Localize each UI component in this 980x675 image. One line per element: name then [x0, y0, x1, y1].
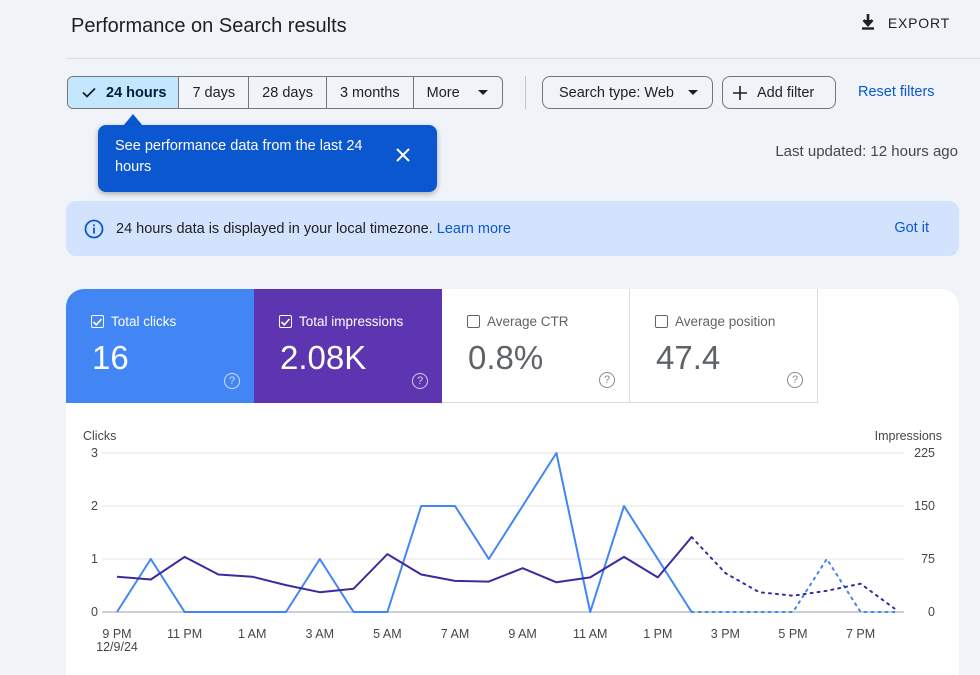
date-range-more[interactable]: More [412, 77, 502, 108]
metric-value: 16 [92, 339, 129, 376]
performance-chart: Clicks Impressions 0 0 1 75 2 150 3 225 9 PM 11 … [83, 429, 942, 654]
metric-value: 47.4 [656, 339, 721, 376]
date-range-7-days[interactable]: 7 days [178, 77, 248, 108]
chart-gridlines [102, 452, 904, 613]
caret-down-icon [477, 89, 488, 95]
metric-label: Total clicks [111, 314, 177, 329]
help-icon[interactable]: ? [224, 373, 240, 389]
left-axis-title: Clicks [83, 429, 116, 443]
x-tick-label: 9 AM [508, 627, 536, 641]
series-line-partial-clicks [690, 557, 896, 613]
export-button[interactable]: EXPORT [860, 14, 950, 32]
timezone-banner: 24 hours data is displayed in your local… [66, 201, 959, 256]
x-tick-label: 1 PM [643, 627, 672, 641]
more-label: More [426, 84, 460, 101]
chart-x-ticks: 9 PM 11 PM 1 AM 3 AM 5 AM 7 AM 9 AM 11 AM 1 PM 3 … [96, 627, 875, 654]
x-tick-label: 3 PM [711, 627, 740, 641]
metric-total-impressions[interactable]: Total impressions 2.08K ? [254, 289, 442, 403]
help-icon[interactable]: ? [412, 373, 428, 389]
filter-divider [525, 76, 526, 109]
info-icon [84, 219, 104, 239]
tooltip: See performance data from the last 24 ho… [98, 125, 437, 192]
help-icon[interactable]: ? [599, 372, 615, 388]
left-y-tick-label: 2 [91, 499, 98, 513]
x-tick-label: 1 AM [238, 627, 267, 641]
last-updated: Last updated: 12 hours ago [775, 143, 958, 160]
date-range-24-hours[interactable]: 24 hours [68, 77, 179, 108]
tooltip-text: See performance data from the last 24 ho… [115, 138, 363, 175]
chart-series [116, 452, 896, 613]
metric-value: 2.08K [280, 339, 367, 376]
right-y-tick-label: 0 [928, 605, 935, 619]
date-range-3-months[interactable]: 3 months [325, 77, 413, 108]
left-y-tick-label: 3 [91, 446, 98, 460]
x-tick-label: 3 AM [306, 627, 335, 641]
left-y-tick-label: 1 [91, 552, 98, 566]
metric-average-ctr[interactable]: Average CTR 0.8% ? [442, 289, 630, 403]
x-tick-label: 5 PM [778, 627, 807, 641]
right-y-tick-label: 225 [914, 446, 935, 460]
x-tick-label: 9 PM [102, 627, 131, 641]
metric-label: Average position [675, 314, 776, 329]
page-title: Performance on Search results [71, 15, 347, 37]
series-line-impressions [116, 536, 693, 594]
x-tick-label: 7 AM [441, 627, 470, 641]
metric-value: 0.8% [468, 339, 544, 376]
got-it-button[interactable]: Got it [894, 220, 929, 236]
right-axis-title: Impressions [875, 429, 942, 443]
add-filter-button[interactable]: Add filter [722, 76, 836, 109]
banner-text: 24 hours data is displayed in your local… [116, 220, 433, 237]
checkbox-unchecked-icon [655, 315, 668, 328]
series-line-partial-impressions [690, 536, 896, 610]
metric-total-clicks[interactable]: Total clicks 16 ? [66, 289, 254, 403]
series-line-clicks [116, 452, 693, 613]
export-label: EXPORT [887, 15, 950, 31]
checkbox-unchecked-icon [467, 315, 480, 328]
x-tick-label: 11 AM [573, 627, 608, 641]
help-icon[interactable]: ? [787, 372, 803, 388]
metric-label: Average CTR [487, 314, 569, 329]
right-y-tick-label: 150 [914, 499, 935, 513]
date-range-selector: 24 hours 7 days 28 days 3 months More [67, 76, 503, 109]
left-y-tick-label: 0 [91, 605, 98, 619]
x-tick-label: 11 PM [167, 627, 202, 641]
performance-card: Total clicks 16 ? Total impressions 2.08… [66, 289, 959, 675]
plus-icon [733, 85, 747, 100]
checkbox-checked-icon [91, 315, 104, 328]
date-range-label: 24 hours [106, 84, 167, 101]
close-icon[interactable] [396, 148, 410, 162]
x-tick-label: 7 PM [846, 627, 875, 641]
caret-down-icon [688, 89, 698, 95]
date-range-28-days[interactable]: 28 days [248, 77, 326, 108]
metric-label: Total impressions [299, 314, 404, 329]
check-icon [82, 87, 96, 98]
x-date-label: 12/9/24 [96, 640, 138, 654]
add-filter-label: Add filter [757, 84, 815, 101]
checkbox-checked-icon [279, 315, 292, 328]
reset-filters-link[interactable]: Reset filters [858, 84, 935, 100]
right-y-tick-label: 75 [921, 552, 935, 566]
search-type-label: Search type: Web [559, 84, 674, 101]
chart-y-ticks: 0 0 1 75 2 150 3 225 [91, 446, 935, 619]
search-type-dropdown[interactable]: Search type: Web [542, 76, 713, 109]
header-divider [66, 58, 980, 59]
metric-average-position[interactable]: Average position 47.4 ? [630, 289, 818, 403]
download-icon [861, 14, 874, 30]
learn-more-link[interactable]: Learn more [436, 220, 511, 237]
tooltip-arrow [123, 114, 143, 126]
x-tick-label: 5 AM [373, 627, 402, 641]
